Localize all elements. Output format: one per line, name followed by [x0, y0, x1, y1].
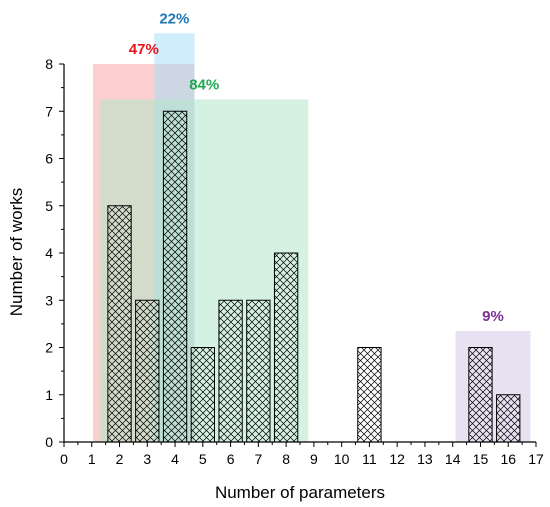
bar-x6: [218, 299, 243, 443]
bar-x3: [135, 299, 160, 443]
y-tick-label-0: 0: [45, 434, 53, 450]
y-tick-label-6: 6: [45, 151, 53, 167]
x-tick-label-7: 7: [254, 451, 262, 467]
x-tick-label-13: 13: [417, 451, 433, 467]
x-tick-label-11: 11: [362, 451, 377, 467]
bars: [107, 110, 521, 443]
x-tick-label-12: 12: [389, 451, 405, 467]
x-tick-label-8: 8: [282, 451, 290, 467]
y-tick-label-1: 1: [45, 387, 53, 403]
region-label-4: 9%: [482, 308, 504, 325]
bar-x15: [468, 347, 493, 443]
x-tick-label-0: 0: [60, 451, 68, 467]
y-tick-label-7: 7: [45, 103, 53, 119]
x-axis-title: Number of parameters: [215, 483, 385, 502]
region-labels: 47%22% 84% 9%: [129, 10, 504, 325]
bar-x8: [273, 252, 299, 443]
y-axis-title: Number of works: [7, 188, 26, 316]
bar-x2: [107, 205, 132, 443]
y-tick-label-5: 5: [45, 198, 53, 214]
x-tick-label-1: 1: [88, 451, 96, 467]
x-tick-label-17: 17: [528, 451, 544, 467]
x-tick-label-14: 14: [445, 451, 461, 467]
x-tick-label-6: 6: [227, 451, 235, 467]
y-tick-label-8: 8: [45, 56, 53, 72]
region-label-1: 47%: [129, 41, 159, 58]
x-tick-label-10: 10: [334, 451, 350, 467]
y-tick-label-4: 4: [45, 245, 53, 261]
bar-x4: [162, 110, 188, 443]
y-tick-label-2: 2: [45, 340, 53, 356]
bar-x5: [190, 347, 215, 443]
bar-x7: [246, 299, 271, 443]
y-tick-label-3: 3: [45, 292, 53, 308]
x-tick-label-4: 4: [171, 451, 179, 467]
x-tick-label-3: 3: [143, 451, 151, 467]
x-tick-label-2: 2: [116, 451, 124, 467]
region-label-2: 22%: [159, 10, 189, 27]
x-tick-label-9: 9: [310, 451, 318, 467]
bar-x11: [357, 347, 382, 443]
x-tick-label-5: 5: [199, 451, 207, 467]
x-tick-label-15: 15: [473, 451, 489, 467]
bar-x16: [496, 394, 521, 443]
region-label-3: 84%: [189, 76, 219, 93]
x-tick-label-16: 16: [500, 451, 516, 467]
